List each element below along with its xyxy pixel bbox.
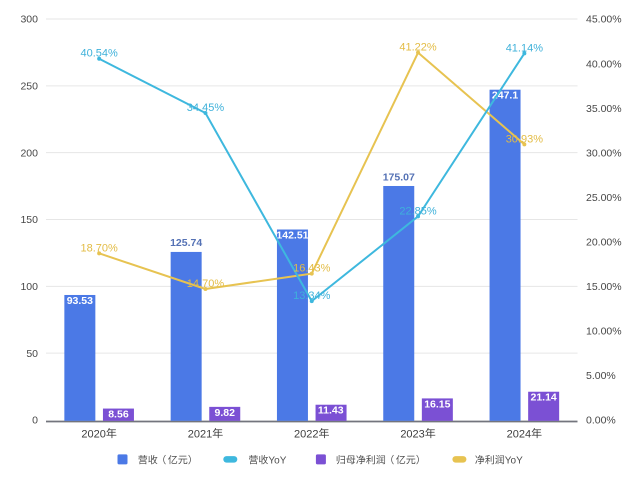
svg-text:45.00%: 45.00% (586, 14, 622, 26)
svg-text:16.43%: 16.43% (293, 263, 331, 275)
svg-text:14.70%: 14.70% (187, 278, 225, 290)
svg-text:18.70%: 18.70% (81, 242, 119, 254)
svg-text:30.00%: 30.00% (586, 147, 622, 159)
svg-text:30.93%: 30.93% (506, 133, 544, 145)
svg-text:300: 300 (20, 14, 38, 26)
svg-text:9.82: 9.82 (215, 407, 236, 419)
svg-text:YoY: YoY (268, 455, 286, 466)
svg-text:100: 100 (20, 281, 38, 293)
svg-text:40.00%: 40.00% (586, 58, 622, 70)
svg-text:YoY: YoY (505, 455, 523, 466)
svg-text:21.14: 21.14 (531, 392, 557, 404)
svg-text:10.00%: 10.00% (586, 326, 622, 338)
svg-text:150: 150 (20, 214, 38, 226)
svg-text:250: 250 (20, 81, 38, 93)
svg-text:2022: 2022 (294, 428, 318, 440)
svg-text:0.00%: 0.00% (586, 415, 616, 427)
svg-text:2020: 2020 (81, 428, 105, 440)
svg-text:25.00%: 25.00% (586, 192, 622, 204)
svg-text:41.14%: 41.14% (506, 42, 544, 54)
svg-text:34.45%: 34.45% (187, 102, 225, 114)
svg-text:93.53: 93.53 (67, 295, 93, 307)
svg-text:0: 0 (32, 415, 38, 427)
svg-text:175.07: 175.07 (383, 171, 415, 183)
svg-text:35.00%: 35.00% (586, 103, 622, 115)
svg-text:2023: 2023 (400, 428, 424, 440)
svg-text:15.00%: 15.00% (586, 281, 622, 293)
svg-text:20.00%: 20.00% (586, 236, 622, 248)
svg-text:41.22%: 41.22% (399, 42, 437, 54)
svg-text:13.34%: 13.34% (293, 290, 331, 302)
svg-text:50: 50 (26, 348, 38, 360)
svg-text:2021: 2021 (188, 428, 212, 440)
svg-text:200: 200 (20, 147, 38, 159)
svg-text:5.00%: 5.00% (586, 370, 616, 382)
svg-text:22.85%: 22.85% (399, 205, 437, 217)
svg-text:2024: 2024 (507, 428, 531, 440)
svg-text:11.43: 11.43 (318, 405, 344, 417)
svg-text:142.51: 142.51 (276, 230, 308, 242)
svg-text:40.54%: 40.54% (81, 48, 119, 60)
svg-text:125.74: 125.74 (170, 237, 202, 249)
svg-text:16.15: 16.15 (424, 398, 450, 410)
svg-text:8.56: 8.56 (108, 409, 129, 421)
